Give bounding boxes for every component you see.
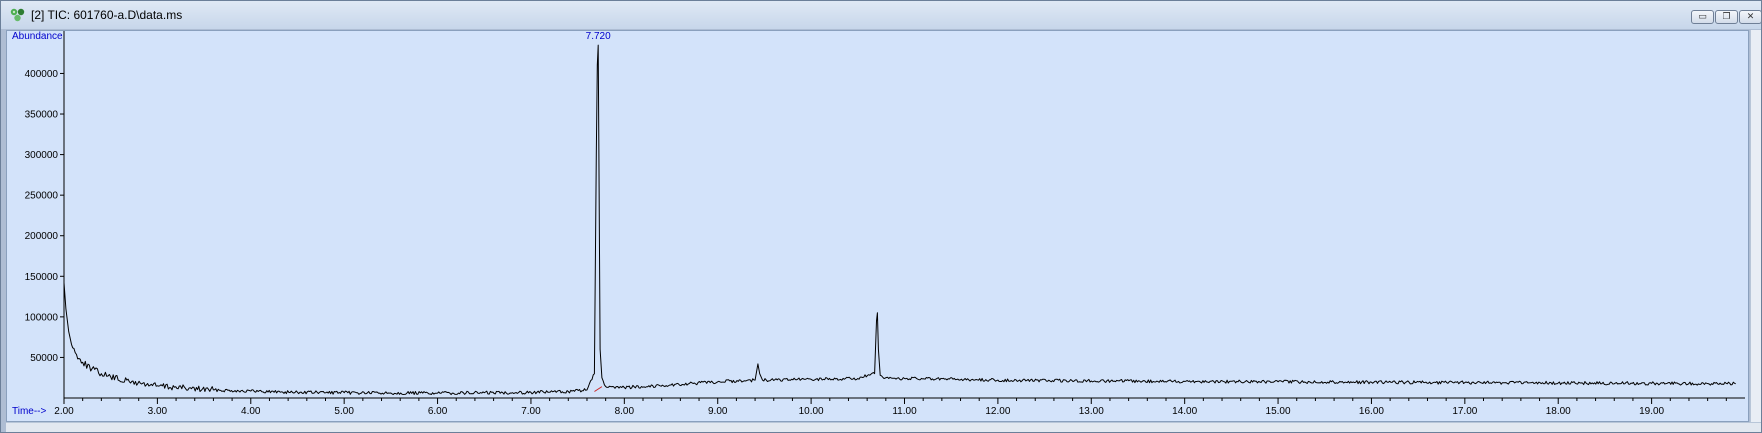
y-tick-label: 300000 bbox=[25, 150, 59, 161]
x-tick-label: 10.00 bbox=[799, 406, 824, 417]
y-tick-label: 350000 bbox=[25, 110, 59, 121]
integration-baseline bbox=[594, 386, 603, 392]
horizontal-scrollbar[interactable] bbox=[6, 422, 1761, 432]
x-tick-label: 16.00 bbox=[1359, 406, 1384, 417]
x-tick-label: 19.00 bbox=[1639, 406, 1664, 417]
restore-button[interactable]: ❐ bbox=[1715, 10, 1738, 24]
x-tick-label: 13.00 bbox=[1079, 406, 1104, 417]
y-tick-label: 100000 bbox=[25, 312, 59, 323]
window-title: [2] TIC: 601760-a.D\data.ms bbox=[31, 8, 183, 22]
vertical-scrollbar[interactable] bbox=[1750, 30, 1761, 422]
tic-trace bbox=[63, 44, 1736, 396]
x-tick-label: 9.00 bbox=[708, 406, 728, 417]
x-tick-label: 3.00 bbox=[148, 406, 168, 417]
x-tick-label: 5.00 bbox=[334, 406, 354, 417]
chemstation-app-icon bbox=[10, 8, 25, 22]
x-axis-title: Time--> bbox=[12, 406, 47, 417]
x-tick-label: 11.00 bbox=[892, 406, 917, 417]
x-tick-label: 18.00 bbox=[1546, 406, 1571, 417]
x-tick-label: 17.00 bbox=[1452, 406, 1477, 417]
plot-area: 50000 100000 150000 200000 250000 300000 35000… bbox=[6, 30, 1749, 422]
chromatogram-chart: 50000 100000 150000 200000 250000 300000 35000… bbox=[12, 31, 1745, 417]
y-tick-label: 200000 bbox=[25, 231, 59, 242]
y-tick-label: 50000 bbox=[30, 353, 58, 364]
y-axis-title: Abundance bbox=[12, 31, 63, 42]
x-tick-label: 7.00 bbox=[521, 406, 541, 417]
y-tick-label: 250000 bbox=[25, 191, 59, 202]
x-tick-label: 2.00 bbox=[54, 406, 74, 417]
x-tick-label: 6.00 bbox=[428, 406, 448, 417]
close-button[interactable]: ✕ bbox=[1739, 10, 1762, 24]
peak-label: 7.720 bbox=[586, 31, 611, 42]
y-tick-label: 400000 bbox=[25, 69, 59, 80]
y-tick-label: 150000 bbox=[25, 272, 59, 283]
x-tick-label: 12.00 bbox=[985, 406, 1010, 417]
x-tick-label: 8.00 bbox=[615, 406, 635, 417]
x-tick-label: 14.00 bbox=[1172, 406, 1197, 417]
minimize-button[interactable]: ▭ bbox=[1691, 10, 1714, 24]
x-tick-label: 4.00 bbox=[241, 406, 261, 417]
title-bar[interactable]: [2] TIC: 601760-a.D\data.ms ▭ ❐ ✕ bbox=[1, 1, 1762, 29]
x-tick-label: 15.00 bbox=[1266, 406, 1291, 417]
